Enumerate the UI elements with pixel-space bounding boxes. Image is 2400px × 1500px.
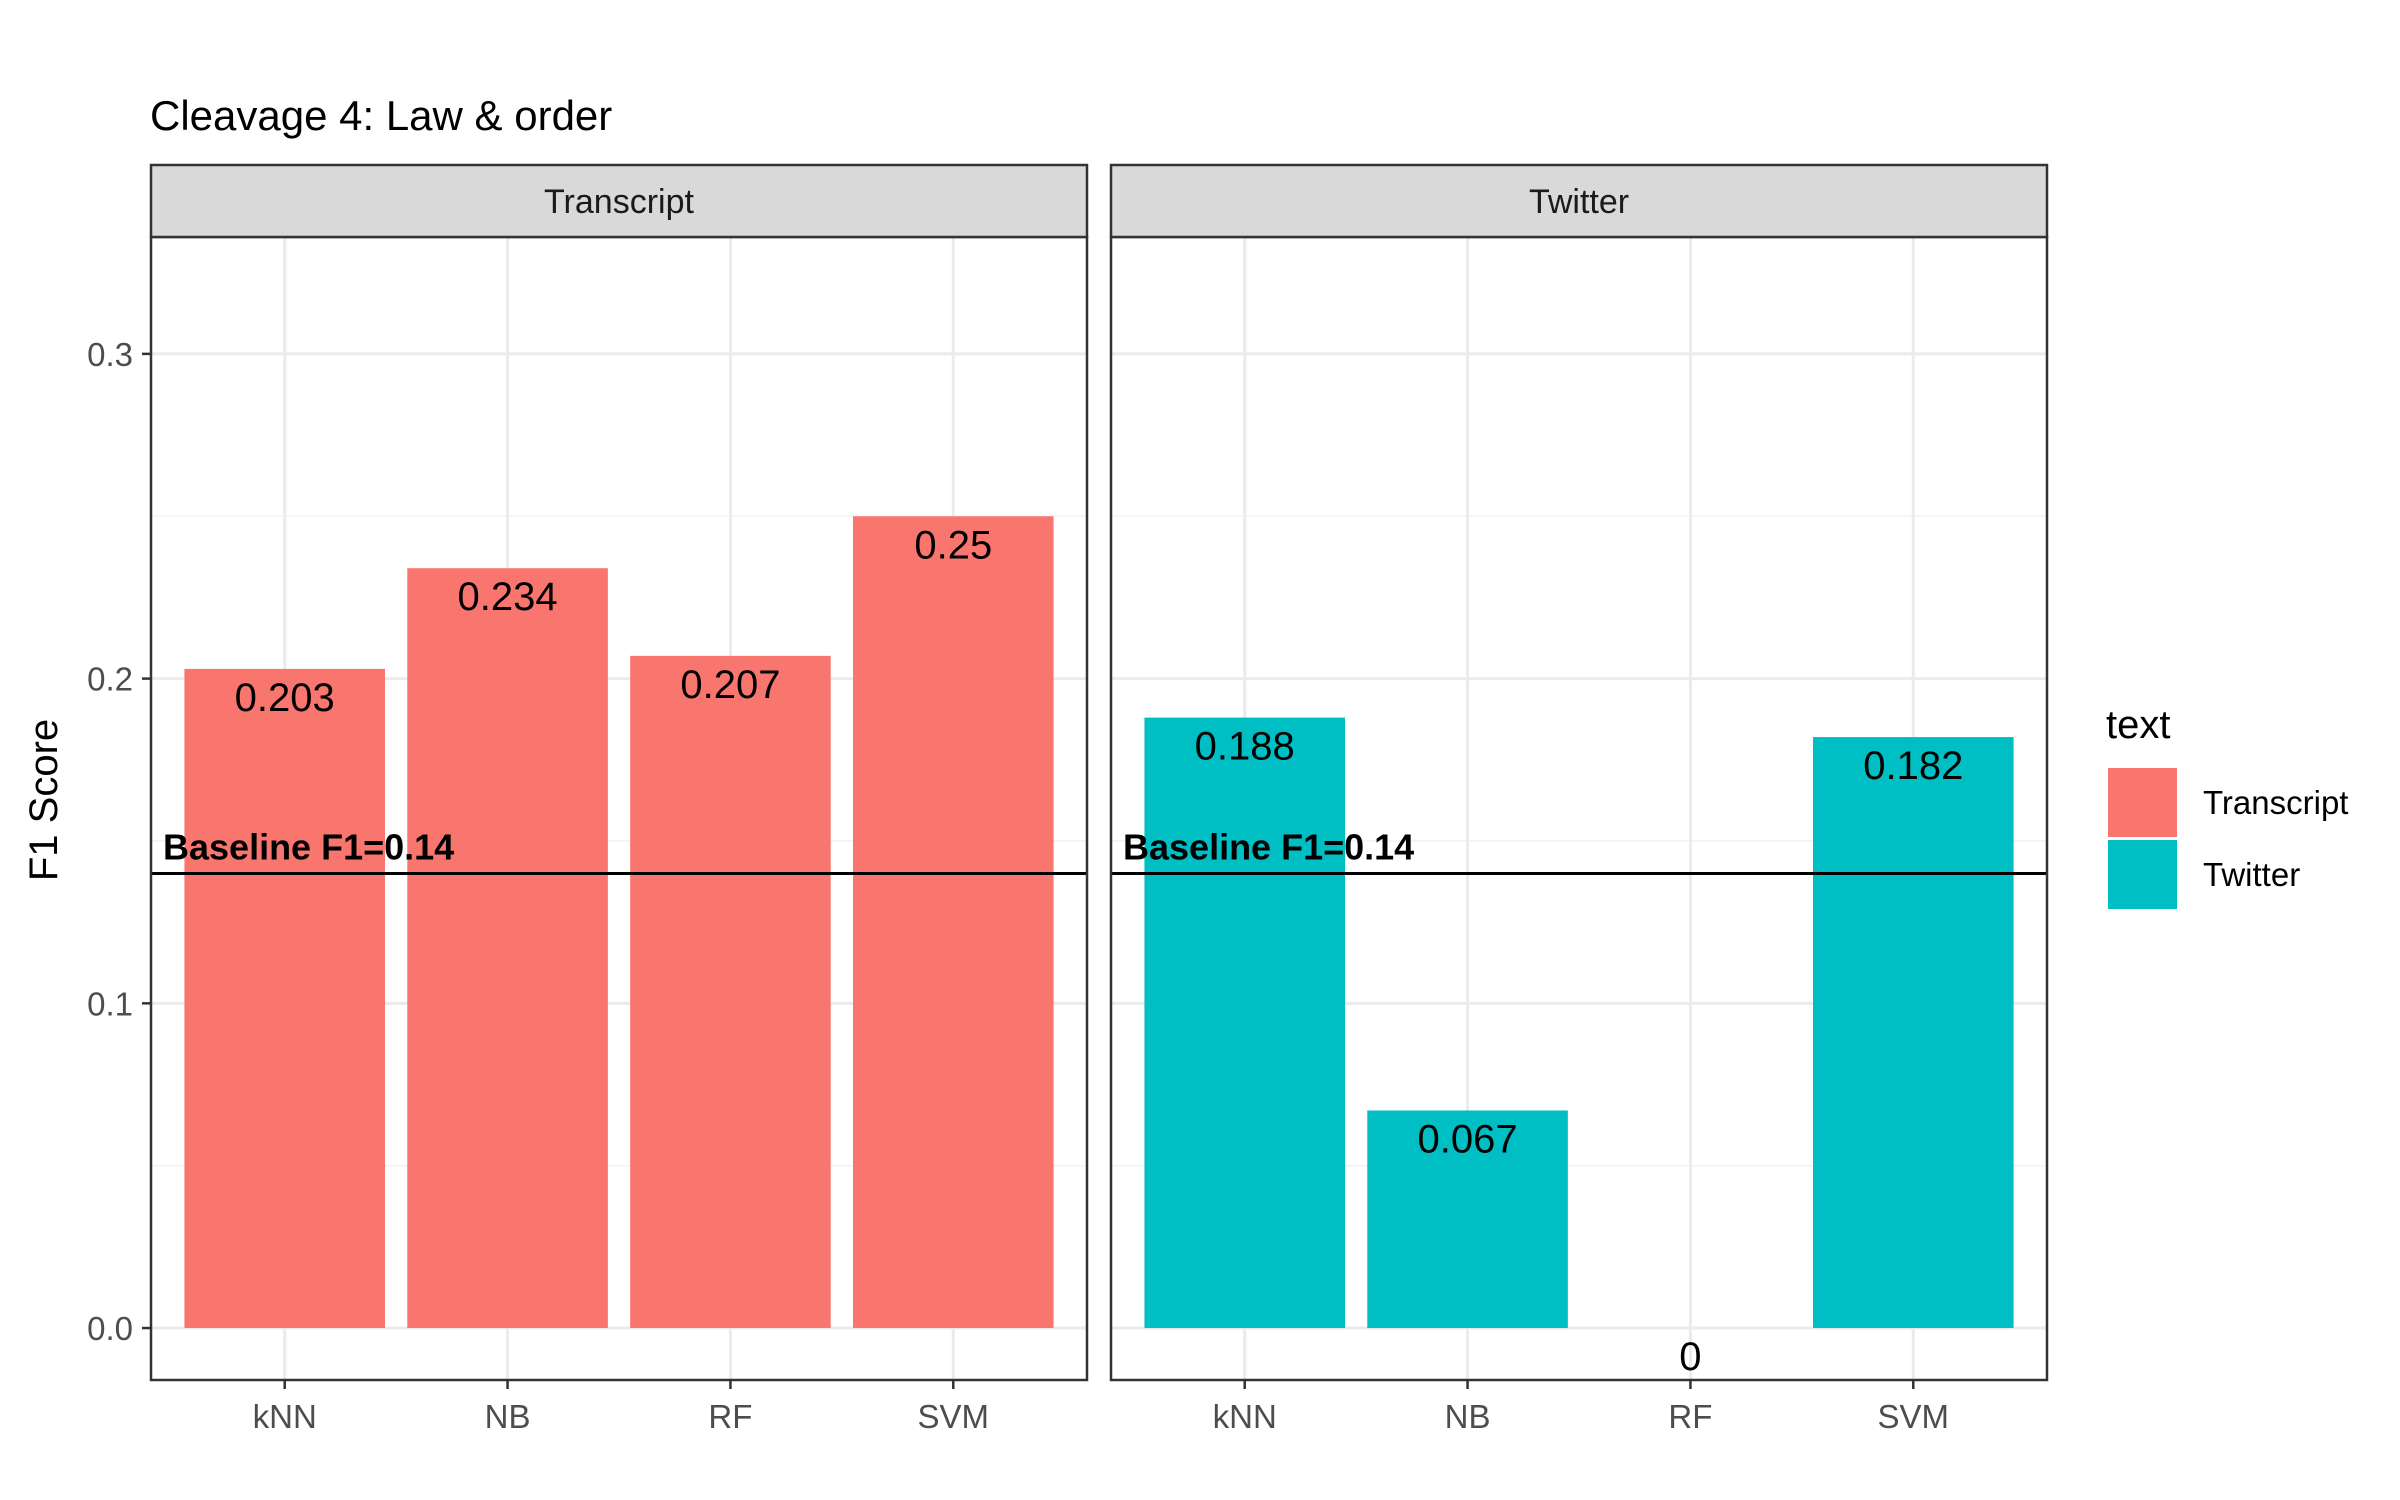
- y-tick-label: 0.2: [87, 661, 133, 698]
- legend-label-twitter: Twitter: [2203, 856, 2300, 893]
- y-tick-label: 0.0: [87, 1310, 133, 1347]
- y-tick-label: 0.3: [87, 336, 133, 373]
- legend-label-transcript: Transcript: [2203, 784, 2348, 821]
- legend-key-transcript: [2108, 768, 2177, 837]
- chart-title: Cleavage 4: Law & order: [150, 92, 612, 139]
- x-tick-label: NB: [1445, 1398, 1491, 1435]
- y-axis: 0.0 0.1 0.2 0.3: [87, 336, 151, 1347]
- x-tick-label: RF: [708, 1398, 752, 1435]
- bar-twitter-svm: [1813, 737, 2014, 1329]
- bar-value-label: 0.188: [1195, 725, 1295, 769]
- facet-strip: [1109, 163, 2049, 239]
- bar-value-label: 0.234: [458, 575, 558, 619]
- bar-twitter-knn: [1144, 717, 1345, 1329]
- baseline-label: Baseline F1=0.14: [163, 826, 454, 867]
- y-tick-label: 0.1: [87, 985, 133, 1022]
- x-tick-label: SVM: [918, 1398, 990, 1435]
- bar-transcript-rf: [630, 655, 831, 1329]
- y-axis-title: F1 Score: [22, 719, 66, 881]
- facet-panel-twitter: 0.188 0.067 0 0.182 Baseline F1=0.14 Twitter k…: [1109, 163, 2049, 1435]
- facet-panel-transcript: 0.203 0.234 0.207 0.25 Baseline F1=0.14 Trans…: [149, 163, 1089, 1435]
- bar-transcript-nb: [407, 568, 608, 1329]
- bar-value-label: 0.25: [914, 523, 992, 567]
- bar-transcript-svm: [853, 516, 1054, 1329]
- facet-strip-label: Twitter: [1529, 183, 1629, 221]
- baseline-label: Baseline F1=0.14: [1123, 826, 1414, 867]
- x-tick-label: kNN: [1213, 1398, 1277, 1435]
- x-tick-label: RF: [1668, 1398, 1712, 1435]
- bar-twitter-nb: [1367, 1110, 1568, 1329]
- legend: text Transcript Twitter: [2106, 703, 2348, 909]
- x-tick-label: NB: [485, 1398, 531, 1435]
- bar-transcript-knn: [184, 668, 385, 1329]
- legend-key-twitter: [2108, 840, 2177, 909]
- facet-panels: 0.203 0.234 0.207 0.25 Baseline F1=0.14 Trans…: [87, 163, 2049, 1435]
- bar-value-label: 0.067: [1418, 1117, 1518, 1161]
- x-tick-label: SVM: [1878, 1398, 1950, 1435]
- facet-strip-label: Transcript: [544, 183, 694, 221]
- legend-title: text: [2106, 703, 2170, 747]
- bar-value-label: 0.203: [235, 676, 335, 720]
- bar-value-label: 0: [1679, 1335, 1701, 1379]
- x-tick-label: kNN: [253, 1398, 317, 1435]
- bar-value-label: 0.182: [1863, 744, 1963, 788]
- bar-value-label: 0.207: [680, 663, 780, 707]
- facet-strip: [149, 163, 1089, 239]
